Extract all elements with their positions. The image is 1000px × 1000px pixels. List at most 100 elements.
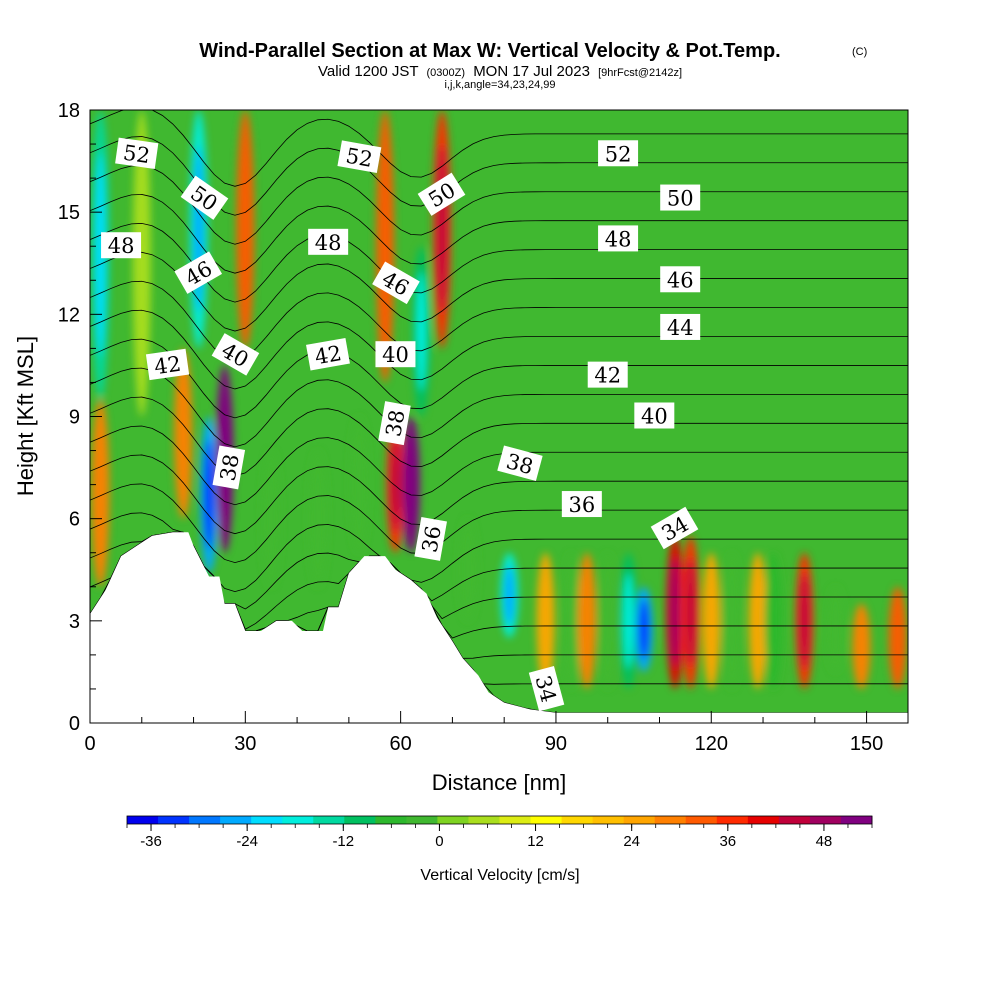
theta-label-box [650,506,699,550]
theta-label-text: 52 [605,142,632,166]
w-cell-core-15 [437,145,448,313]
theta-label-5: 50 [660,184,701,211]
colorbar-swatch [561,816,594,824]
theta-label-box [634,402,675,429]
theta-label-box [101,232,142,259]
colorbar-swatch [127,816,159,824]
colorbar-swatch [251,816,283,824]
theta-label-box [660,266,701,293]
colorbar-swatch [747,816,780,824]
theta-label-2: 52 [598,140,639,167]
w-cell-16 [458,518,477,621]
x-tick-label: 90 [545,733,567,755]
w-cell-19 [562,552,581,689]
theta-contour-44 [90,367,908,448]
theta-label-box [375,341,416,368]
w-cell-7 [236,110,255,349]
theta-label-box [306,337,350,371]
theta-label-17: 40 [375,341,416,368]
theta-label-13: 42 [145,348,190,381]
theta-label-0: 52 [115,137,159,169]
y-tick-label: 12 [58,304,80,326]
theta-label-text: 46 [667,268,694,292]
theta-label-box [145,348,190,381]
w-cell-core-22 [623,573,634,669]
x-tick-label: 60 [390,733,412,755]
theta-label-19: 38 [212,445,246,490]
chart-title: Wind-Parallel Section at Max W: Vertical… [199,40,780,62]
subtitle-valid: Valid 1200 JST [318,63,418,80]
theta-label-box [212,445,246,490]
theta-contour-45 [90,338,908,419]
theta-contour-49 [90,222,908,303]
w-cell-31 [826,586,845,672]
w-cell-33 [888,586,907,689]
theta-contour-52 [90,136,908,216]
colorbar-swatch [220,816,252,824]
theta-label-text: 52 [122,141,152,168]
theta-label-text: 48 [605,227,632,251]
subtitle-date: MON 17 Jul 2023 [473,63,590,80]
theta-contour-42 [90,425,908,506]
w-cell-10 [350,416,369,553]
theta-label-box [414,516,447,561]
theta-label-box [528,666,565,712]
colorbar-swatch [406,816,438,824]
colorbar-tick-label: 0 [435,833,443,850]
y-tick-label: 18 [58,100,80,122]
theta-label-text: 38 [381,408,409,438]
y-tick-label: 9 [69,407,80,429]
theta-label-box [497,445,543,481]
theta-label-text: 36 [568,493,595,517]
w-cell-32 [852,603,871,689]
colorbar-tick-label: -24 [236,833,258,850]
theta-label-box [378,401,411,446]
theta-label-text: 52 [344,144,374,172]
colorbar-label: Vertical Velocity [cm/s] [420,867,579,884]
x-tick-label: 120 [695,733,728,755]
theta-label-box [174,251,223,294]
theta-label-15: 42 [587,361,628,388]
w-cell-core-30 [799,573,810,669]
w-cell-21 [598,552,617,689]
theta-label-box [115,137,159,169]
theta-label-14: 42 [306,337,350,371]
theta-label-text: 38 [216,452,244,482]
theta-contour-40 [90,483,908,564]
colorbar-swatch [344,816,376,824]
colorbar-swatch [840,816,873,824]
theta-label-box [180,175,229,220]
colorbar-swatch [158,816,190,824]
w-cell-core-12 [390,436,401,533]
theta-label-box [561,491,602,518]
colorbar-swatch [685,816,718,824]
theta-label-box [417,172,466,216]
w-cell-20 [578,552,597,689]
theta-label-12: 44 [660,313,701,340]
theta-contour-46 [90,309,908,390]
theta-label-11: 46 [660,266,701,293]
w-cell-core-5 [204,439,215,550]
theta-label-box [308,228,349,255]
colorbar-swatch [716,816,749,824]
theta-label-box [660,184,701,211]
theta-label-box [598,225,639,252]
theta-contour-39 [90,512,908,592]
theta-contour-41 [90,454,908,535]
subtitle-zulu: (0300Z) [426,67,465,79]
colorbar-tick-label: 24 [623,833,640,850]
theta-label-box [598,140,639,167]
colorbar: -36 -24 -12 0 12 24 36 48 [126,815,873,850]
x-tick-label: 150 [850,733,883,755]
w-cell-29 [764,552,783,689]
colorbar-frame [126,815,873,825]
colorbar-swatch [654,816,687,824]
theta-label-20: 38 [378,401,411,446]
theta-label-text: 48 [108,234,135,258]
y-tick-label: 15 [58,202,80,224]
copyright-mark: (C) [852,46,867,58]
w-cell-core-14 [416,271,427,391]
theta-contour-50 [90,194,908,274]
